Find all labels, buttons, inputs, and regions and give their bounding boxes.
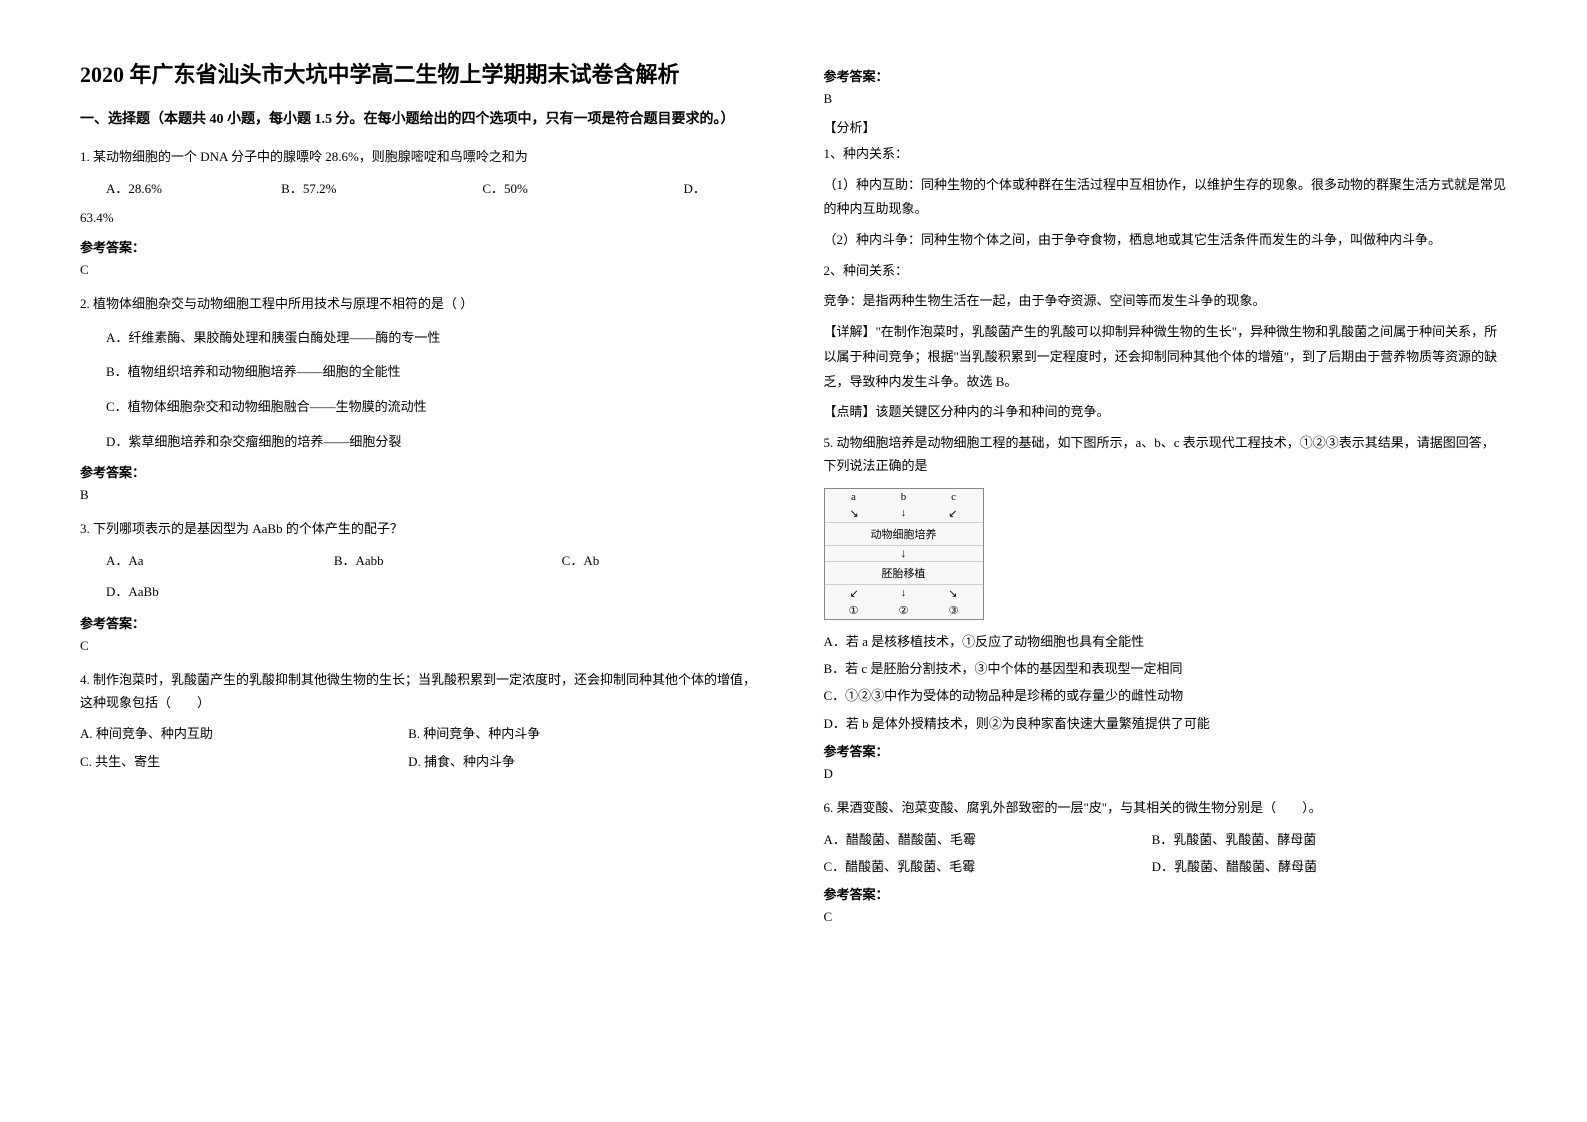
q2-optD: D．紫草细胞培养和杂交瘤细胞的培养——细胞分裂 — [80, 428, 764, 457]
q2-optA: A．纤维素酶、果胶酶处理和胰蛋白酶处理——酶的专一性 — [80, 324, 764, 353]
q3-answer: C — [80, 638, 764, 654]
q5-optA: A．若 a 是核移植技术，①反应了动物细胞也具有全能性 — [824, 630, 1508, 653]
q4-optC: C. 共生、寄生 — [80, 750, 408, 773]
arrow-icon: ↙ — [948, 507, 957, 520]
q4-row2: C. 共生、寄生 D. 捕食、种内斗争 — [80, 750, 764, 773]
q5-answer-label: 参考答案： — [824, 741, 1508, 760]
q6-optA: A．醋酸菌、醋酸菌、毛霉 — [824, 828, 1152, 851]
diag-1: ① — [849, 604, 859, 617]
diagram-bot: ① ② ③ — [825, 602, 983, 619]
q4-optB: B. 种间竞争、种内斗争 — [408, 722, 736, 745]
q6-text: 6. 果酒变酸、泡菜变酸、腐乳外部致密的一层"皮"，与其相关的微生物分别是（ ）… — [824, 796, 1508, 819]
q1-options-row: A．28.6% B．57.2% C．50% D． — [80, 177, 764, 200]
q1-optB: B．57.2% — [281, 177, 482, 200]
diag-b: b — [901, 491, 907, 503]
q3-optB: B．Aabb — [308, 549, 536, 572]
page-title: 2020 年广东省汕头市大坑中学高二生物上学期期末试卷含解析 — [80, 60, 764, 91]
arrow-icon: ↓ — [901, 507, 907, 520]
q3-options-row1: A．Aa B．Aabb C．Ab — [80, 549, 764, 572]
arrow-icon: ↓ — [825, 546, 983, 561]
q2-answer-label: 参考答案： — [80, 462, 764, 481]
section-heading: 一、选择题（本题共 40 小题，每小题 1.5 分。在每小题给出的四个选项中，只… — [80, 109, 764, 131]
q4-p1b: （2）种内斗争：同种生物个体之间，由于争夺食物，栖息地或其它生活条件而发生的斗争… — [824, 228, 1508, 253]
question-6: 6. 果酒变酸、泡菜变酸、腐乳外部致密的一层"皮"，与其相关的微生物分别是（ ）… — [824, 796, 1508, 925]
q4-p2a: 竞争：是指两种生物生活在一起，由于争夺资源、空间等而发生斗争的现象。 — [824, 289, 1508, 314]
q5-text: 5. 动物细胞培养是动物细胞工程的基础，如下图所示，a、b、c 表示现代工程技术… — [824, 431, 1508, 478]
diag-2: ② — [899, 604, 909, 617]
question-4: 4. 制作泡菜时，乳酸菌产生的乳酸抑制其他微生物的生长；当乳酸积累到一定浓度时，… — [80, 668, 764, 774]
q4-dianjing: 【点睛】该题关键区分种内的斗争和种间的竞争。 — [824, 400, 1508, 425]
q4-optD: D. 捕食、种内斗争 — [408, 750, 736, 773]
q2-optC: C．植物体细胞杂交和动物细胞融合——生物膜的流动性 — [80, 393, 764, 422]
q4-answer: B — [824, 91, 1508, 107]
diagram-arrows-bot: ↙ ↓ ↘ — [825, 585, 983, 602]
q1-optC: C．50% — [482, 177, 683, 200]
diag-3: ③ — [949, 604, 959, 617]
left-column: 2020 年广东省汕头市大坑中学高二生物上学期期末试卷含解析 一、选择题（本题共… — [80, 60, 794, 1062]
q4-xiangjie: 【详解】"在制作泡菜时，乳酸菌产生的乳酸可以抑制异种微生物的生长"，异种微生物和… — [824, 320, 1508, 394]
q4-row1: A. 种间竞争、种内互助 B. 种间竞争、种内斗争 — [80, 722, 764, 745]
q4-optA: A. 种间竞争、种内互助 — [80, 722, 408, 745]
arrow-icon: ↙ — [850, 587, 859, 600]
q6-answer-label: 参考答案： — [824, 884, 1508, 903]
q3-optD: D．AaBb — [80, 578, 764, 607]
q3-text: 3. 下列哪项表示的是基因型为 AaBb 的个体产生的配子？ — [80, 517, 764, 540]
diagram-mid2: 胚胎移植 — [825, 561, 983, 585]
q1-answer: C — [80, 262, 764, 278]
diag-c: c — [951, 491, 956, 503]
q5-answer: D — [824, 766, 1508, 782]
q5-optC: C．①②③中作为受体的动物品种是珍稀的或存量少的雌性动物 — [824, 684, 1508, 707]
q1-optA: A．28.6% — [80, 177, 281, 200]
q6-row2: C．醋酸菌、乳酸菌、毛霉 D．乳酸菌、醋酸菌、酵母菌 — [824, 855, 1508, 878]
q3-answer-label: 参考答案： — [80, 613, 764, 632]
q4-p1a: （1）种内互助：同种生物的个体或种群在生活过程中互相协作，以维护生存的现象。很多… — [824, 173, 1508, 222]
diag-a: a — [851, 491, 856, 503]
q5-optB: B．若 c 是胚胎分割技术，③中个体的基因型和表现型一定相同 — [824, 657, 1508, 680]
question-5: 5. 动物细胞培养是动物细胞工程的基础，如下图所示，a、b、c 表示现代工程技术… — [824, 431, 1508, 782]
q4-p1: 1、种内关系： — [824, 142, 1508, 167]
q1-text: 1. 某动物细胞的一个 DNA 分子中的腺嘌呤 28.6%，则胞腺嘧啶和鸟嘌呤之… — [80, 145, 764, 168]
q2-optB: B．植物组织培养和动物细胞培养——细胞的全能性 — [80, 358, 764, 387]
arrow-icon: ↘ — [948, 587, 957, 600]
q3-optA: A．Aa — [80, 549, 308, 572]
q2-answer: B — [80, 487, 764, 503]
q6-optB: B．乳酸菌、乳酸菌、酵母菌 — [1152, 828, 1480, 851]
diagram-mid: 动物细胞培养 — [825, 522, 983, 546]
q4-answer-label: 参考答案： — [824, 66, 1508, 85]
q5-diagram: a b c ↘ ↓ ↙ 动物细胞培养 ↓ 胚胎移植 ↙ ↓ ↘ ① ② ③ — [824, 488, 984, 620]
question-1: 1. 某动物细胞的一个 DNA 分子中的腺嘌呤 28.6%，则胞腺嘧啶和鸟嘌呤之… — [80, 145, 764, 278]
arrow-icon: ↘ — [850, 507, 859, 520]
diagram-top: a b c — [825, 489, 983, 505]
question-2: 2. 植物体细胞杂交与动物细胞工程中所用技术与原理不相符的是（ ） A．纤维素酶… — [80, 292, 764, 503]
arrow-icon: ↓ — [901, 587, 907, 600]
q6-row1: A．醋酸菌、醋酸菌、毛霉 B．乳酸菌、乳酸菌、酵母菌 — [824, 828, 1508, 851]
q6-answer: C — [824, 909, 1508, 925]
right-column: 参考答案： B 【分析】 1、种内关系： （1）种内互助：同种生物的个体或种群在… — [794, 60, 1508, 1062]
q4-fenxi: 【分析】 — [824, 117, 1508, 136]
q1-optD: D． — [684, 177, 764, 200]
diagram-arrows-top: ↘ ↓ ↙ — [825, 505, 983, 522]
q1-optD2: 63.4% — [80, 206, 764, 229]
q6-optD: D．乳酸菌、醋酸菌、酵母菌 — [1152, 855, 1480, 878]
question-3: 3. 下列哪项表示的是基因型为 AaBb 的个体产生的配子？ A．Aa B．Aa… — [80, 517, 764, 653]
q6-optC: C．醋酸菌、乳酸菌、毛霉 — [824, 855, 1152, 878]
q4-text: 4. 制作泡菜时，乳酸菌产生的乳酸抑制其他微生物的生长；当乳酸积累到一定浓度时，… — [80, 668, 764, 715]
q2-text: 2. 植物体细胞杂交与动物细胞工程中所用技术与原理不相符的是（ ） — [80, 292, 764, 315]
q3-optC: C．Ab — [536, 549, 764, 572]
q5-optD: D．若 b 是体外授精技术，则②为良种家畜快速大量繁殖提供了可能 — [824, 712, 1508, 735]
q1-answer-label: 参考答案： — [80, 237, 764, 256]
q4-p2: 2、种间关系： — [824, 259, 1508, 284]
